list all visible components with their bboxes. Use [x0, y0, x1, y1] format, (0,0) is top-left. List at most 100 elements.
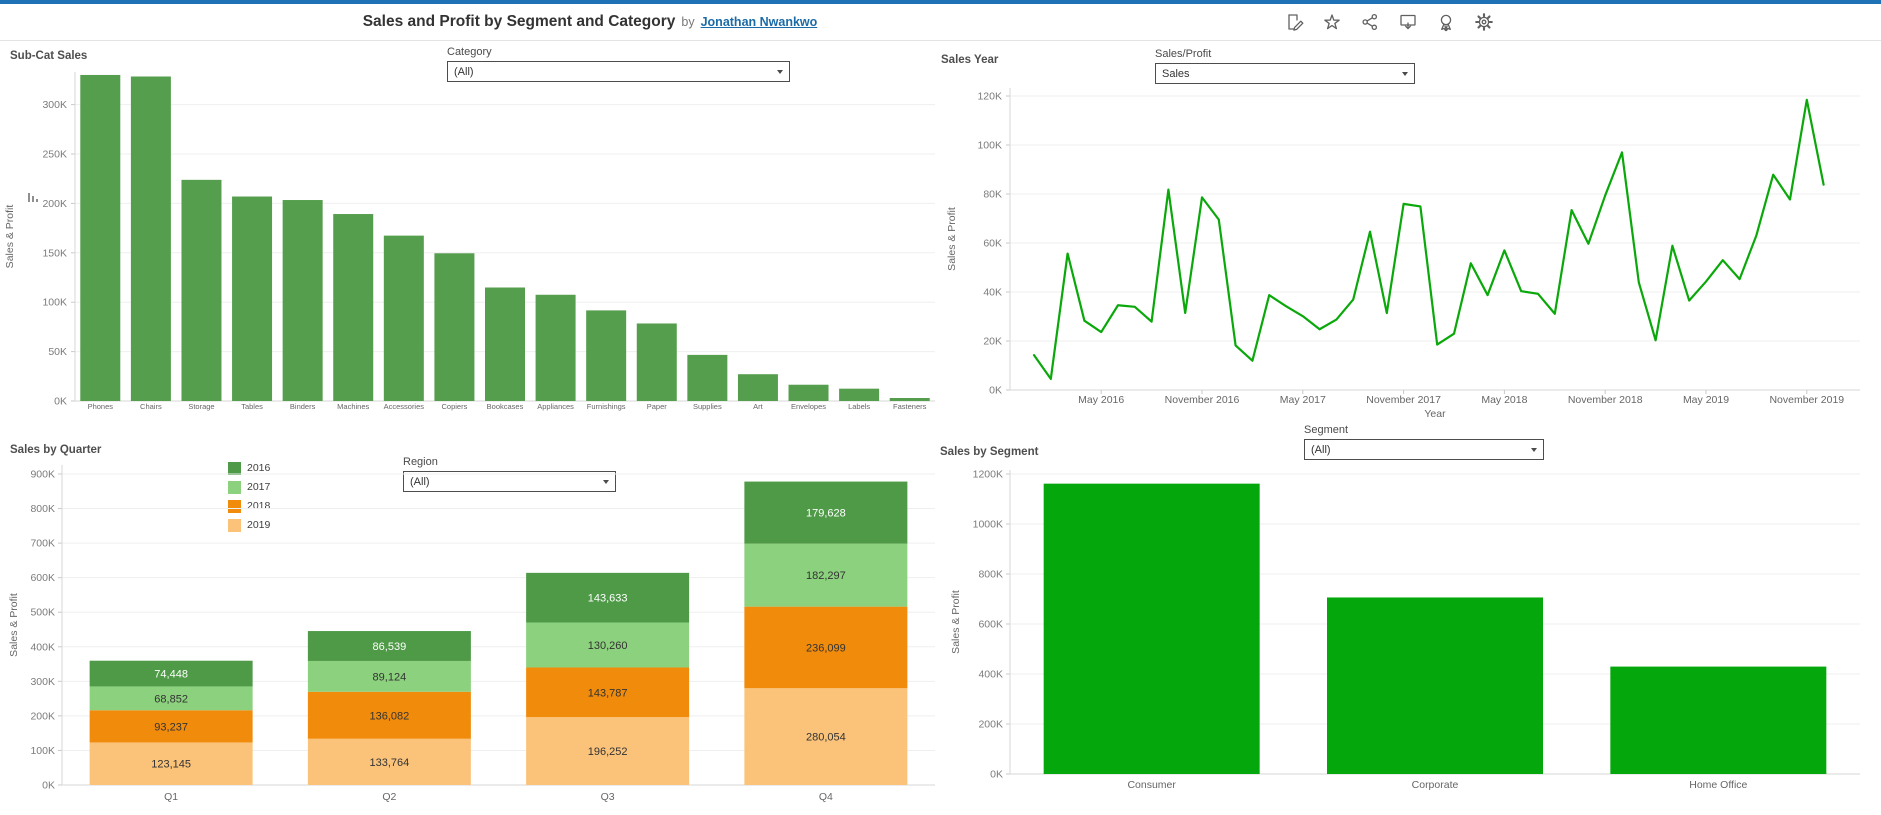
- svg-text:80K: 80K: [983, 189, 1002, 201]
- svg-text:Q3: Q3: [601, 791, 615, 803]
- svg-text:Labels: Labels: [848, 402, 870, 411]
- legend-swatch-2019: [228, 518, 241, 532]
- sales-year-chart-title: Sales Year: [941, 54, 999, 66]
- svg-text:133,764: 133,764: [369, 757, 409, 769]
- subcat-chart-title: Sub-Cat Sales: [10, 50, 88, 62]
- dashboard-title: Sales and Profit by Segment and Category: [362, 13, 676, 30]
- sales-profit-filter: Sales/Profit Sales: [1155, 48, 1415, 84]
- svg-text:400K: 400K: [978, 669, 1003, 681]
- svg-text:November 2017: November 2017: [1366, 394, 1441, 406]
- category-filter-label: Category: [447, 46, 492, 58]
- svg-text:100K: 100K: [42, 297, 67, 309]
- svg-text:November 2016: November 2016: [1165, 394, 1240, 406]
- sales-by-quarter-chart[interactable]: 0K100K200K300K400K500K600K700K800K900KSa…: [0, 444, 940, 815]
- panel-sales-year: Sales Year Sales/Profit Sales 0K 20K 40K 60…: [940, 40, 1881, 460]
- svg-text:Accessories: Accessories: [384, 402, 425, 411]
- svg-text:179,628: 179,628: [806, 508, 846, 520]
- subcat-sales-chart[interactable]: 0K 50K 100K 150K 200K 250K 300K Sales & Profit P…: [0, 40, 940, 455]
- sales-by-segment-chart[interactable]: 0K 200K 400K 600K 800K 1000K 1200K Sales & Prof…: [940, 424, 1881, 815]
- svg-text:196,252: 196,252: [588, 746, 628, 758]
- legend-swatch-2017: [228, 480, 241, 494]
- share-icon[interactable]: [1359, 11, 1381, 33]
- author-link[interactable]: Jonathan Nwankwo: [700, 15, 818, 29]
- svg-text:Binders: Binders: [290, 402, 316, 411]
- svg-text:200K: 200K: [30, 710, 55, 722]
- settings-gear-icon[interactable]: [1473, 11, 1495, 33]
- svg-text:Phones: Phones: [88, 402, 114, 411]
- svg-text:Storage: Storage: [188, 402, 214, 411]
- svg-text:Envelopes: Envelopes: [791, 402, 826, 411]
- svg-text:November 2018: November 2018: [1568, 394, 1643, 406]
- quarter-chart-title: Sales by Quarter: [10, 444, 102, 456]
- region-filter-dropdown[interactable]: (All): [403, 471, 616, 492]
- segment-chart-title: Sales by Segment: [940, 446, 1039, 458]
- region-filter: Region (All): [403, 456, 616, 492]
- svg-text:236,099: 236,099: [806, 642, 846, 654]
- svg-text:50K: 50K: [48, 346, 67, 358]
- category-filter-value: (All): [454, 65, 474, 78]
- svg-text:Art: Art: [753, 402, 764, 411]
- svg-text:89,124: 89,124: [373, 671, 407, 683]
- legend-item-2017[interactable]: 2017: [228, 480, 270, 494]
- segment-filter: Segment (All): [1304, 424, 1544, 460]
- svg-text:Machines: Machines: [337, 402, 369, 411]
- svg-text:Sales & Profit: Sales & Profit: [8, 593, 20, 657]
- segment-filter-dropdown[interactable]: (All): [1304, 439, 1544, 460]
- dashboard-title-wrap: Sales and Profit by Segment and Category…: [0, 4, 1180, 40]
- sales-year-line-chart[interactable]: 0K 20K 40K 60K 80K 100K 120K Sales & Profit May …: [940, 40, 1881, 460]
- svg-text:100K: 100K: [977, 140, 1002, 152]
- svg-text:600K: 600K: [978, 619, 1003, 631]
- segment-filter-value: (All): [1311, 443, 1331, 456]
- legend-label-2016: 2016: [247, 462, 271, 474]
- svg-text:500K: 500K: [30, 607, 55, 619]
- svg-text:Consumer: Consumer: [1127, 779, 1176, 791]
- svg-text:182,297: 182,297: [806, 570, 846, 582]
- svg-text:74,448: 74,448: [154, 669, 188, 681]
- svg-text:Sales & Profit: Sales & Profit: [946, 207, 958, 271]
- legend-item-2016[interactable]: 2016: [228, 461, 270, 475]
- svg-text:200K: 200K: [42, 198, 67, 210]
- svg-text:86,539: 86,539: [373, 641, 407, 653]
- legend-label-2017: 2017: [247, 481, 271, 493]
- svg-text:1200K: 1200K: [973, 469, 1003, 481]
- svg-text:150K: 150K: [42, 247, 67, 259]
- legend-item-2019[interactable]: 2019: [228, 518, 270, 532]
- svg-text:280,054: 280,054: [806, 732, 846, 744]
- sales-profit-filter-value: Sales: [1162, 67, 1190, 80]
- svg-text:0K: 0K: [989, 385, 1002, 397]
- byline-text: by: [681, 15, 695, 29]
- sort-descending-icon[interactable]: [27, 190, 40, 208]
- favorite-star-icon[interactable]: [1321, 11, 1343, 33]
- svg-text:600K: 600K: [30, 572, 55, 584]
- top-accent-bar: [0, 0, 1881, 4]
- category-filter: Category (All): [447, 46, 790, 82]
- svg-text:130,260: 130,260: [588, 640, 628, 652]
- svg-text:May 2017: May 2017: [1280, 394, 1326, 406]
- legend-swatch-2018: [228, 499, 241, 513]
- chevron-down-icon: [603, 479, 609, 484]
- svg-text:May 2018: May 2018: [1481, 394, 1527, 406]
- category-filter-dropdown[interactable]: (All): [447, 61, 790, 82]
- svg-text:Fasteners: Fasteners: [893, 402, 927, 411]
- svg-text:800K: 800K: [30, 503, 55, 515]
- svg-text:40K: 40K: [983, 287, 1002, 299]
- svg-text:Tables: Tables: [241, 402, 263, 411]
- svg-text:Year: Year: [1424, 408, 1446, 420]
- svg-text:Paper: Paper: [647, 402, 668, 411]
- svg-text:20K: 20K: [983, 336, 1002, 348]
- svg-text:1000K: 1000K: [973, 519, 1003, 531]
- svg-text:700K: 700K: [30, 538, 55, 550]
- svg-text:Sales & Profit: Sales & Profit: [950, 590, 962, 654]
- svg-text:Supplies: Supplies: [693, 402, 722, 411]
- edit-icon[interactable]: [1283, 11, 1305, 33]
- award-icon[interactable]: [1435, 11, 1457, 33]
- svg-text:123,145: 123,145: [151, 759, 191, 771]
- download-icon[interactable]: [1397, 11, 1419, 33]
- year-legend: 2016 2017 2018 2019: [228, 461, 270, 532]
- sales-profit-filter-dropdown[interactable]: Sales: [1155, 63, 1415, 84]
- svg-text:100K: 100K: [30, 745, 55, 757]
- svg-text:250K: 250K: [42, 149, 67, 161]
- chevron-down-icon: [1531, 447, 1537, 452]
- svg-text:800K: 800K: [978, 569, 1003, 581]
